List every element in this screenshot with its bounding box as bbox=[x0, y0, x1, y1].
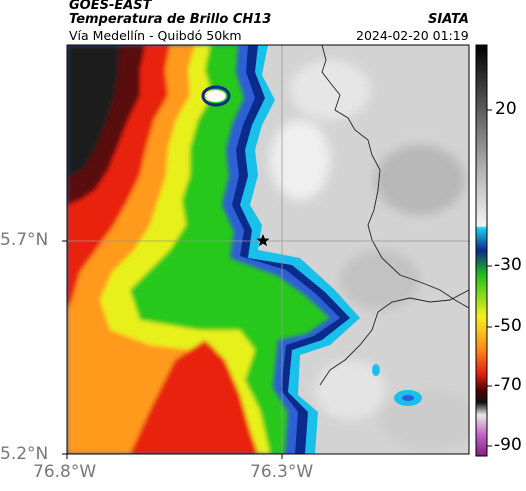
star-icon bbox=[256, 234, 270, 247]
colorbar-tick-minus70: -70 bbox=[494, 375, 522, 395]
colorbar-tick-minus30: -30 bbox=[494, 255, 522, 275]
colorbar-tick-minus90: -90 bbox=[494, 435, 522, 455]
satellite-title: GOES-EAST bbox=[69, 0, 152, 13]
lat-tick-label-1: 5.7°N bbox=[0, 230, 49, 250]
brightness-temperature-field bbox=[67, 45, 469, 454]
cloud-red-south bbox=[130, 340, 258, 454]
colorbar bbox=[475, 44, 488, 457]
agency-label: SIATA bbox=[428, 12, 469, 27]
product-title: Temperatura de Brillo CH13 bbox=[69, 12, 272, 27]
region-subtitle: Vía Medellín - Quibdó 50km bbox=[69, 28, 242, 43]
map-frame bbox=[66, 44, 470, 455]
gray-texture bbox=[270, 60, 469, 450]
warm-hole bbox=[206, 90, 226, 102]
lat-tick-label-2: 5.2°N bbox=[0, 444, 49, 464]
colorbar-tick-20: 20 bbox=[495, 99, 517, 119]
lon-tick-label-1: 76.8°W bbox=[33, 462, 97, 482]
colorbar-tick-minus50: -50 bbox=[494, 316, 522, 336]
datetime-label: 2024-02-20 01:19 bbox=[356, 28, 469, 43]
cloud-black-core bbox=[67, 45, 120, 178]
department-boundary bbox=[321, 45, 469, 309]
lon-tick-label-2: 76.3°W bbox=[250, 462, 314, 482]
department-boundary-south bbox=[319, 289, 469, 386]
